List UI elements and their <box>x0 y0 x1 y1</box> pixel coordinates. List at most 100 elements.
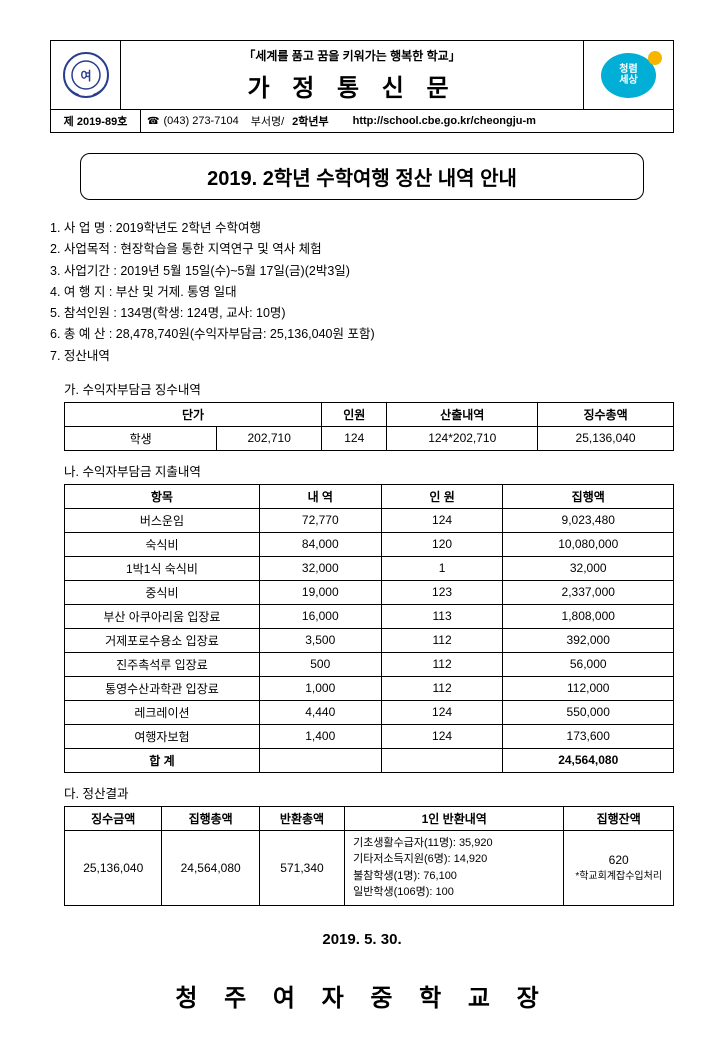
table-header-row: 징수금액 집행총액 반환총액 1인 반환내역 집행잔액 <box>65 806 674 830</box>
table-row: 여행자보험1,400124173,600 <box>65 724 674 748</box>
table-cell: 1박1식 숙식비 <box>65 556 260 580</box>
table-cell: 202,710 <box>217 426 322 450</box>
table-cell: 학생 <box>65 426 217 450</box>
table-cell <box>259 748 381 772</box>
table-cell <box>381 748 503 772</box>
section-na-title: 나. 수익자부담금 지출내역 <box>64 461 674 480</box>
school-emblem: 여 <box>51 41 121 109</box>
table-cell: 124 <box>381 724 503 748</box>
table-cell: 숙식비 <box>65 532 260 556</box>
table-header: 1인 반환내역 <box>345 806 564 830</box>
info-item: 4. 여 행 지 : 부산 및 거제. 통영 일대 <box>50 282 674 303</box>
table-row: 진주촉석루 입장료50011256,000 <box>65 652 674 676</box>
header-bottom-row: 제 2019-89호 ☎ (043) 273-7104 부서명/ 2학년부 ht… <box>51 110 673 132</box>
document-type-title: 가 정 통 신 문 <box>247 68 456 103</box>
dept-value: 2학년부 <box>292 113 328 129</box>
table-cell: 112 <box>381 628 503 652</box>
balance-cell: 620 *학교회계잡수입처리 <box>564 830 674 905</box>
section-ga-title: 가. 수익자부담금 징수내역 <box>64 379 674 398</box>
table-header: 항목 <box>65 484 260 508</box>
table-cell: 9,023,480 <box>503 508 674 532</box>
contact-info: ☎ (043) 273-7104 부서명/ 2학년부 http://school… <box>141 110 673 132</box>
table-cell: 25,136,040 <box>538 426 674 450</box>
table-cell: 32,000 <box>259 556 381 580</box>
table-header: 산출내역 <box>387 402 538 426</box>
table-cell: 124 <box>381 700 503 724</box>
table-cell: 레크레이션 <box>65 700 260 724</box>
header-center: 「세계를 품고 꿈을 키워가는 행복한 학교」 가 정 통 신 문 <box>121 41 583 109</box>
table-cell: 112 <box>381 676 503 700</box>
table-cell: 550,000 <box>503 700 674 724</box>
info-item: 2. 사업목적 : 현장학습을 통한 지역연구 및 역사 체험 <box>50 239 674 260</box>
table-cell: 123 <box>381 580 503 604</box>
collected-amount: 25,136,040 <box>65 830 162 905</box>
document-number: 제 2019-89호 <box>51 110 141 132</box>
table-row: 부산 아쿠아리움 입장료16,0001131,808,000 <box>65 604 674 628</box>
info-item: 5. 참석인원 : 134명(학생: 124명, 교사: 10명) <box>50 303 674 324</box>
table-cell: 버스운임 <box>65 508 260 532</box>
refund-detail-cell: 기초생활수급자(11명): 35,920 기타저소득지원(6명): 14,920… <box>345 830 564 905</box>
refund-line: 기초생활수급자(11명): 35,920 <box>353 835 555 852</box>
table-header: 집행총액 <box>162 806 259 830</box>
table-cell: 4,440 <box>259 700 381 724</box>
table-row: 1박1식 숙식비32,000132,000 <box>65 556 674 580</box>
school-url: http://school.cbe.go.kr/cheongju-m <box>353 115 536 127</box>
executed-amount: 24,564,080 <box>162 830 259 905</box>
info-item: 7. 정산내역 <box>50 346 674 367</box>
table-header: 집행잔액 <box>564 806 674 830</box>
table-header-row: 항목 내 역 인 원 집행액 <box>65 484 674 508</box>
header-top-row: 여 「세계를 품고 꿈을 키워가는 행복한 학교」 가 정 통 신 문 청렴 세… <box>51 41 673 110</box>
table-cell: 부산 아쿠아리움 입장료 <box>65 604 260 628</box>
info-list: 1. 사 업 명 : 2019학년도 2학년 수학여행 2. 사업목적 : 현장… <box>50 218 674 367</box>
table-cell: 500 <box>259 652 381 676</box>
table-cell: 112 <box>381 652 503 676</box>
table-cell: 32,000 <box>503 556 674 580</box>
table-cell: 10,080,000 <box>503 532 674 556</box>
table-cell: 1,000 <box>259 676 381 700</box>
table-cell: 16,000 <box>259 604 381 628</box>
table-cell: 3,500 <box>259 628 381 652</box>
refund-line: 일반학생(106명): 100 <box>353 884 555 901</box>
table-cell: 124 <box>381 508 503 532</box>
table-cell: 84,000 <box>259 532 381 556</box>
table-cell: 124 <box>322 426 387 450</box>
table-cell: 72,770 <box>259 508 381 532</box>
refund-line: 불참학생(1명): 76,100 <box>353 868 555 885</box>
table-cell: 진주촉석루 입장료 <box>65 652 260 676</box>
table-header: 인 원 <box>381 484 503 508</box>
badge-dot-icon <box>648 51 662 65</box>
table-cell: 120 <box>381 532 503 556</box>
document-header: 여 「세계를 품고 꿈을 키워가는 행복한 학교」 가 정 통 신 문 청렴 세… <box>50 40 674 133</box>
refund-total: 571,340 <box>259 830 344 905</box>
school-slogan: 「세계를 품고 꿈을 키워가는 행복한 학교」 <box>243 47 460 64</box>
table-cell: 124*202,710 <box>387 426 538 450</box>
expenditure-table: 항목 내 역 인 원 집행액 버스운임72,7701249,023,480숙식비… <box>64 484 674 773</box>
table-cell: 여행자보험 <box>65 724 260 748</box>
table-header-row: 단가 인원 산출내역 징수총액 <box>65 402 674 426</box>
main-title: 2019. 2학년 수학여행 정산 내역 안내 <box>80 153 644 200</box>
info-item: 1. 사 업 명 : 2019학년도 2학년 수학여행 <box>50 218 674 239</box>
integrity-text: 청렴 세상 <box>619 64 637 86</box>
table-row: 25,136,040 24,564,080 571,340 기초생활수급자(11… <box>65 830 674 905</box>
table-row: 학생 202,710 124 124*202,710 25,136,040 <box>65 426 674 450</box>
integrity-logo: 청렴 세상 <box>583 41 673 109</box>
integrity-badge-icon: 청렴 세상 <box>601 53 656 98</box>
table-row: 중식비19,0001232,337,000 <box>65 580 674 604</box>
table-cell: 173,600 <box>503 724 674 748</box>
table-cell: 392,000 <box>503 628 674 652</box>
table-row: 통영수산과학관 입장료1,000112112,000 <box>65 676 674 700</box>
table-total-row: 합 계 24,564,080 <box>65 748 674 772</box>
table-cell: 통영수산과학관 입장료 <box>65 676 260 700</box>
document-date: 2019. 5. 30. <box>50 931 674 948</box>
table-cell: 19,000 <box>259 580 381 604</box>
info-item: 3. 사업기간 : 2019년 5월 15일(수)~5월 17일(금)(2박3일… <box>50 261 674 282</box>
table-cell: 2,337,000 <box>503 580 674 604</box>
settlement-table: 징수금액 집행총액 반환총액 1인 반환내역 집행잔액 25,136,040 2… <box>64 806 674 906</box>
table-row: 숙식비84,00012010,080,000 <box>65 532 674 556</box>
table-row: 거제포로수용소 입장료3,500112392,000 <box>65 628 674 652</box>
table-row: 버스운임72,7701249,023,480 <box>65 508 674 532</box>
table-header: 반환총액 <box>259 806 344 830</box>
svg-text:여: 여 <box>80 68 91 83</box>
phone-icon: ☎ <box>147 116 159 127</box>
refund-line: 기타저소득지원(6명): 14,920 <box>353 851 555 868</box>
